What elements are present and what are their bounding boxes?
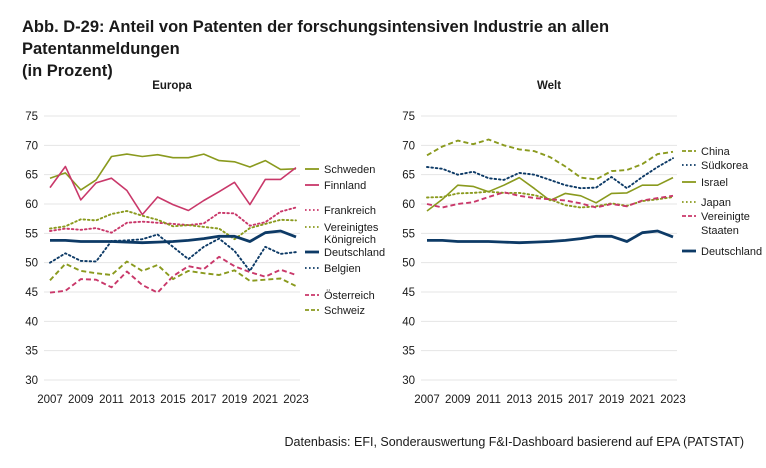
series-line-europa-belgien <box>49 233 297 272</box>
series-line-welt-deutschland <box>427 229 674 245</box>
legend-label-welt-israel: Israel <box>701 177 728 189</box>
x-tick-welt-2021: 2021 <box>629 394 655 406</box>
series-line-welt-suedkorea <box>426 157 674 190</box>
series-line-europa-schweden <box>49 153 297 191</box>
y-tick-welt-45: 45 <box>402 287 415 299</box>
x-tick-welt-2015: 2015 <box>537 394 563 406</box>
y-tick-europa-30: 30 <box>25 375 38 387</box>
y-tick-europa-55: 55 <box>25 228 38 240</box>
panel-title-europa: Europa <box>152 80 192 92</box>
x-tick-welt-2023: 2023 <box>660 394 686 406</box>
y-tick-welt-40: 40 <box>402 316 415 328</box>
series-line-welt-israel <box>426 176 674 212</box>
x-tick-europa-2015: 2015 <box>160 394 186 406</box>
y-tick-europa-50: 50 <box>25 258 38 270</box>
figure-title: Abb. D-29: Anteil von Patenten der forsc… <box>22 16 752 82</box>
y-tick-welt-75: 75 <box>402 111 415 123</box>
legend-label-europa-frankreich: Frankreich <box>324 205 376 217</box>
x-tick-europa-2011: 2011 <box>99 394 124 406</box>
x-tick-europa-2017: 2017 <box>191 394 217 406</box>
series-line-europa-vereinigtes-koenigreich <box>49 210 297 241</box>
x-tick-europa-2007: 2007 <box>37 394 63 406</box>
legend-label-welt-suedkorea: Südkorea <box>701 160 749 172</box>
legend-label-welt-deutschland: Deutschland <box>701 246 762 258</box>
series-line-europa-deutschland <box>50 229 297 245</box>
source-note: Datenbasis: EFI, Sonderauswertung F&I-Da… <box>284 435 744 449</box>
legend-label-europa-deutschland: Deutschland <box>324 247 385 259</box>
y-tick-europa-60: 60 <box>25 199 38 211</box>
y-tick-welt-65: 65 <box>402 170 415 182</box>
panel-europa: 30 35 40 45 50 55 60 65 70 75 2007 2009 2011 2013 2015… <box>25 111 385 406</box>
legend-label-europa-schweiz: Schweiz <box>324 305 365 317</box>
y-tick-europa-70: 70 <box>25 140 38 152</box>
y-tick-europa-40: 40 <box>25 316 38 328</box>
legend-label-europa-oesterreich: Österreich <box>324 290 375 302</box>
y-tick-europa-75: 75 <box>25 111 38 123</box>
legend-label-europa-vereinigtes-koenigreich-1: Vereinigtes <box>324 222 379 234</box>
y-tick-welt-35: 35 <box>402 346 415 358</box>
x-tick-europa-2023: 2023 <box>283 394 309 406</box>
x-tick-europa-2021: 2021 <box>252 394 278 406</box>
series-line-europa-finnland <box>49 165 297 216</box>
y-tick-europa-35: 35 <box>25 346 38 358</box>
y-tick-welt-60: 60 <box>402 199 415 211</box>
legend-label-europa-finnland: Finnland <box>324 180 366 192</box>
y-tick-welt-55: 55 <box>402 228 415 240</box>
series-line-europa-frankreich <box>49 206 297 234</box>
y-tick-europa-45: 45 <box>25 287 38 299</box>
legend-label-welt-japan: Japan <box>701 197 731 209</box>
series-line-europa-schweiz <box>49 260 297 287</box>
panel-title-welt: Welt <box>536 80 562 92</box>
x-tick-welt-2019: 2019 <box>599 394 625 406</box>
series-line-welt-japan <box>426 190 674 209</box>
x-tick-welt-2007: 2007 <box>414 394 440 406</box>
series-line-europa-oesterreich <box>49 255 297 294</box>
legend-label-welt-vereinigte-staaten-2: Staaten <box>701 225 739 237</box>
figure-title-line2: (in Prozent) <box>22 62 113 80</box>
x-tick-europa-2009: 2009 <box>68 394 94 406</box>
legend-label-europa-vereinigtes-koenigreich-2: Königreich <box>324 234 376 246</box>
panel-welt: 30 35 40 45 50 55 60 65 70 75 2007 2009 2011 2013 2015… <box>402 111 762 406</box>
x-tick-welt-2011: 2011 <box>476 394 501 406</box>
series-line-welt-china <box>426 138 674 181</box>
y-tick-europa-65: 65 <box>25 170 38 182</box>
y-tick-welt-30: 30 <box>402 375 415 387</box>
x-tick-europa-2013: 2013 <box>129 394 155 406</box>
figure-title-line1: Abb. D-29: Anteil von Patenten der forsc… <box>22 18 610 58</box>
legend-label-europa-belgien: Belgien <box>324 263 361 275</box>
series-line-welt-vereinigte-staaten <box>426 191 674 209</box>
x-tick-europa-2019: 2019 <box>222 394 248 406</box>
legend-label-welt-china: China <box>701 146 731 158</box>
x-tick-welt-2017: 2017 <box>568 394 594 406</box>
legend-label-welt-vereinigte-staaten-1: Vereinigte <box>701 211 750 223</box>
y-tick-welt-50: 50 <box>402 258 415 270</box>
y-tick-welt-70: 70 <box>402 140 415 152</box>
x-tick-welt-2013: 2013 <box>506 394 532 406</box>
legend-label-europa-schweden: Schweden <box>324 164 375 176</box>
x-tick-welt-2009: 2009 <box>445 394 471 406</box>
